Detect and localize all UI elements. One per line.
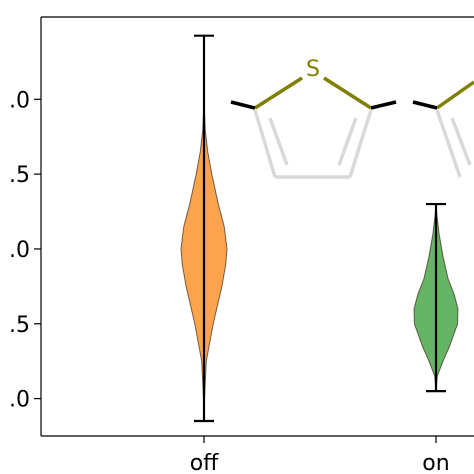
violins bbox=[180, 34, 459, 423]
ring-double-bond bbox=[450, 117, 472, 166]
ring-double-bond bbox=[337, 117, 358, 166]
side-bond bbox=[370, 100, 397, 110]
side-bond bbox=[230, 100, 256, 110]
sulfur-bond bbox=[323, 76, 372, 110]
molecule-inset: S bbox=[230, 57, 474, 179]
ring-bond bbox=[253, 109, 277, 178]
y-tick-label: .0 bbox=[9, 388, 30, 413]
x-ticks: off on bbox=[190, 436, 450, 474]
y-tick-label: .0 bbox=[9, 88, 30, 113]
ring-double-bond bbox=[268, 117, 289, 166]
ring-bond bbox=[348, 109, 373, 178]
x-tick-label-on: on bbox=[422, 451, 449, 474]
y-tick-label: .0 bbox=[9, 238, 30, 263]
y-tick-label: .5 bbox=[9, 313, 30, 338]
x-tick-label-off: off bbox=[190, 451, 219, 474]
sulfur-bond bbox=[435, 80, 474, 110]
sulfur-bond bbox=[254, 76, 303, 110]
plot-axes bbox=[40, 16, 474, 437]
ring-bond bbox=[435, 109, 462, 178]
sulfur-atom-label: S bbox=[306, 57, 320, 82]
y-ticks: .0 .5 .0 .5 .0 bbox=[9, 88, 41, 413]
y-tick-label: .5 bbox=[9, 163, 30, 188]
side-bond bbox=[412, 100, 438, 110]
